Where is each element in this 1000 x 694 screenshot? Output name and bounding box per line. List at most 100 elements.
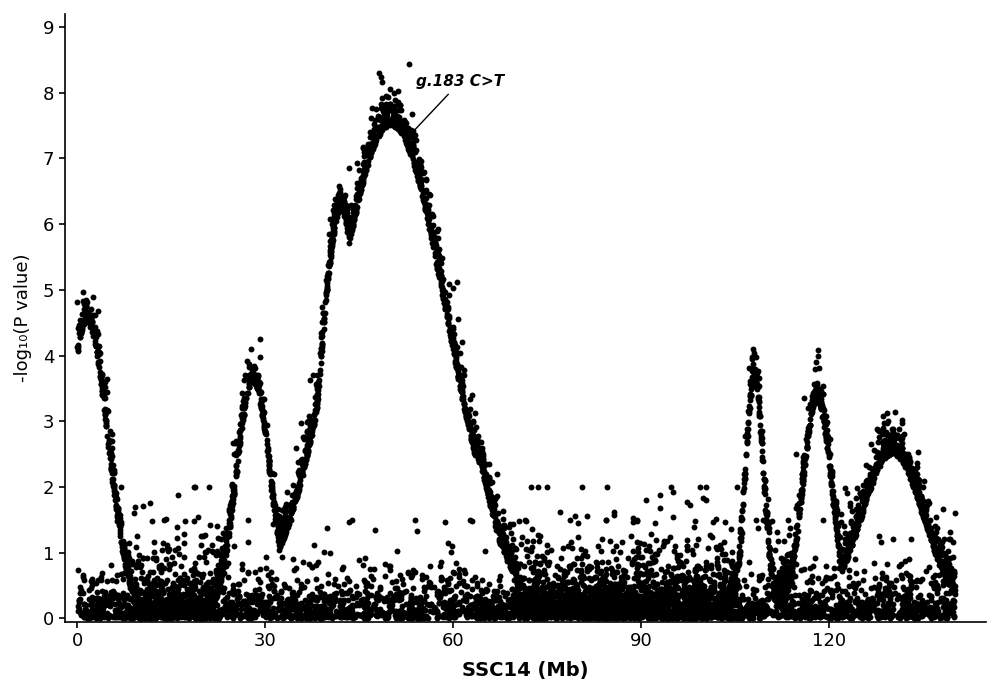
Point [747, 363, 763, 374]
Point [142, 601, 158, 612]
Point [474, 450, 490, 462]
Point [731, 548, 747, 559]
Point [767, 578, 783, 589]
Point [529, 575, 545, 586]
Point [695, 593, 711, 604]
Point [234, 417, 250, 428]
Point [328, 605, 344, 616]
Point [803, 403, 819, 414]
Point [892, 448, 908, 459]
Point [906, 476, 922, 487]
Point [599, 609, 615, 620]
Point [396, 131, 412, 142]
Point [690, 591, 706, 602]
Point [343, 609, 359, 620]
Point [101, 448, 117, 459]
Point [735, 486, 751, 497]
Point [622, 609, 638, 620]
Point [884, 447, 900, 458]
Point [332, 187, 348, 198]
Point [521, 557, 537, 568]
Point [485, 509, 501, 520]
Point [477, 478, 493, 489]
Point [681, 604, 697, 616]
Point [170, 575, 186, 586]
Point [669, 592, 685, 603]
Point [931, 545, 947, 556]
Point [902, 570, 918, 581]
Point [760, 536, 776, 548]
Point [652, 606, 668, 617]
Point [649, 549, 665, 560]
Point [361, 607, 377, 618]
Point [612, 604, 628, 615]
Point [416, 197, 432, 208]
Point [697, 564, 713, 575]
Point [751, 380, 767, 391]
Point [505, 533, 521, 544]
Point [339, 203, 355, 214]
Point [448, 360, 464, 371]
Point [583, 597, 599, 608]
Point [524, 600, 540, 611]
Point [78, 316, 94, 327]
Point [412, 591, 428, 602]
Point [371, 604, 387, 615]
Point [496, 544, 512, 555]
Point [157, 609, 173, 620]
Point [228, 459, 244, 471]
Point [606, 607, 622, 618]
Point [264, 490, 280, 501]
Point [552, 585, 568, 596]
Point [326, 226, 342, 237]
Point [793, 496, 809, 507]
Point [909, 575, 925, 586]
Point [597, 582, 613, 593]
Point [99, 607, 115, 618]
Point [594, 593, 610, 604]
Point [528, 608, 544, 619]
Point [510, 598, 526, 609]
Point [613, 571, 629, 582]
Point [492, 600, 508, 611]
Point [760, 579, 776, 591]
Point [833, 607, 849, 618]
Point [173, 612, 189, 623]
Point [773, 600, 789, 611]
Point [231, 592, 247, 603]
Point [887, 430, 903, 441]
Point [371, 129, 387, 140]
Point [254, 403, 270, 414]
Point [666, 604, 682, 616]
Point [70, 605, 86, 616]
Point [334, 611, 350, 622]
Point [888, 575, 904, 586]
Point [866, 444, 882, 455]
Point [907, 480, 923, 491]
Point [584, 593, 600, 604]
Point [120, 570, 136, 581]
Point [566, 574, 582, 585]
Point [296, 602, 312, 613]
Point [181, 607, 197, 618]
Point [137, 606, 153, 617]
Point [725, 606, 741, 617]
Point [365, 144, 381, 155]
Point [531, 607, 547, 618]
Point [150, 600, 166, 611]
Point [871, 580, 887, 591]
Point [838, 607, 854, 618]
Point [663, 598, 679, 609]
Point [483, 491, 499, 502]
Point [811, 384, 827, 395]
Point [547, 590, 563, 601]
Point [665, 610, 681, 621]
Point [181, 595, 197, 606]
Point [386, 121, 402, 132]
Point [393, 604, 409, 616]
Point [670, 602, 686, 613]
Point [250, 380, 266, 391]
Point [862, 484, 878, 496]
Point [353, 181, 369, 192]
Point [925, 541, 941, 552]
